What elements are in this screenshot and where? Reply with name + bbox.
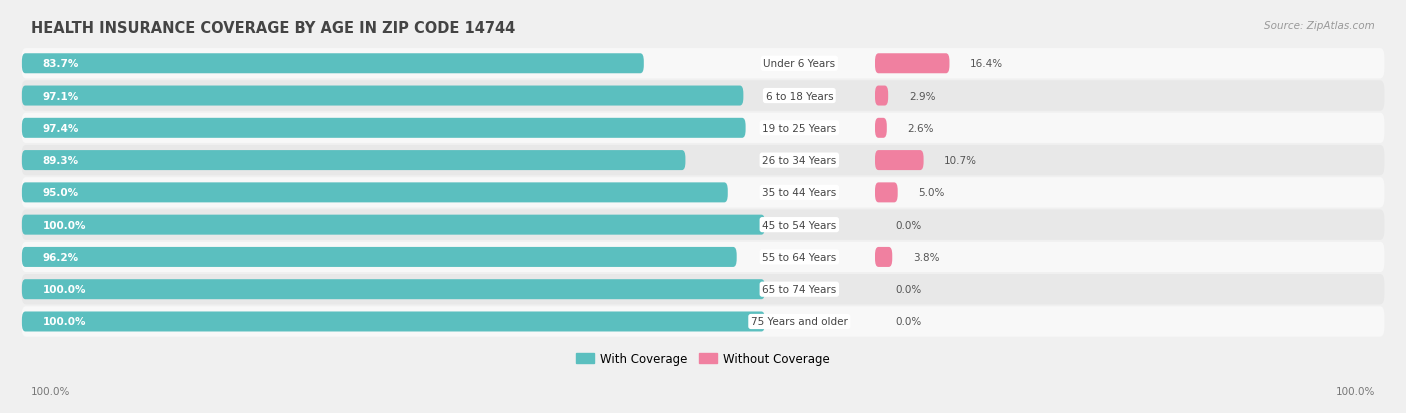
FancyBboxPatch shape <box>875 119 887 138</box>
Text: 55 to 64 Years: 55 to 64 Years <box>762 252 837 262</box>
FancyBboxPatch shape <box>22 119 745 138</box>
FancyBboxPatch shape <box>21 274 1385 305</box>
Text: HEALTH INSURANCE COVERAGE BY AGE IN ZIP CODE 14744: HEALTH INSURANCE COVERAGE BY AGE IN ZIP … <box>31 21 515 36</box>
Text: 45 to 54 Years: 45 to 54 Years <box>762 220 837 230</box>
FancyBboxPatch shape <box>21 242 1385 273</box>
Text: 100.0%: 100.0% <box>1336 387 1375 396</box>
FancyBboxPatch shape <box>22 312 765 332</box>
FancyBboxPatch shape <box>22 86 744 106</box>
Text: 0.0%: 0.0% <box>896 220 922 230</box>
FancyBboxPatch shape <box>21 49 1385 79</box>
Text: 5.0%: 5.0% <box>918 188 945 198</box>
Text: 75 Years and older: 75 Years and older <box>751 317 848 327</box>
Text: 100.0%: 100.0% <box>31 387 70 396</box>
Text: 97.1%: 97.1% <box>42 91 79 101</box>
Text: Under 6 Years: Under 6 Years <box>763 59 835 69</box>
Text: Source: ZipAtlas.com: Source: ZipAtlas.com <box>1264 21 1375 31</box>
Text: 100.0%: 100.0% <box>42 220 86 230</box>
Text: 2.9%: 2.9% <box>908 91 935 101</box>
Text: 35 to 44 Years: 35 to 44 Years <box>762 188 837 198</box>
Text: 65 to 74 Years: 65 to 74 Years <box>762 285 837 294</box>
FancyBboxPatch shape <box>21 178 1385 208</box>
FancyBboxPatch shape <box>875 247 893 267</box>
Text: 0.0%: 0.0% <box>896 317 922 327</box>
FancyBboxPatch shape <box>22 183 728 203</box>
FancyBboxPatch shape <box>22 151 685 171</box>
FancyBboxPatch shape <box>21 114 1385 144</box>
Text: 0.0%: 0.0% <box>896 285 922 294</box>
Text: 16.4%: 16.4% <box>970 59 1004 69</box>
Text: 6 to 18 Years: 6 to 18 Years <box>765 91 834 101</box>
Text: 3.8%: 3.8% <box>912 252 939 262</box>
Text: 89.3%: 89.3% <box>42 156 79 166</box>
Text: 19 to 25 Years: 19 to 25 Years <box>762 123 837 133</box>
FancyBboxPatch shape <box>21 145 1385 176</box>
FancyBboxPatch shape <box>21 210 1385 240</box>
FancyBboxPatch shape <box>875 151 924 171</box>
Text: 83.7%: 83.7% <box>42 59 79 69</box>
Text: 10.7%: 10.7% <box>945 156 977 166</box>
FancyBboxPatch shape <box>22 280 765 299</box>
Text: 95.0%: 95.0% <box>42 188 79 198</box>
Text: 2.6%: 2.6% <box>907 123 934 133</box>
Text: 100.0%: 100.0% <box>42 285 86 294</box>
FancyBboxPatch shape <box>21 81 1385 112</box>
FancyBboxPatch shape <box>22 247 737 267</box>
FancyBboxPatch shape <box>22 215 765 235</box>
Text: 100.0%: 100.0% <box>42 317 86 327</box>
Text: 96.2%: 96.2% <box>42 252 79 262</box>
Text: 26 to 34 Years: 26 to 34 Years <box>762 156 837 166</box>
FancyBboxPatch shape <box>875 183 897 203</box>
Legend: With Coverage, Without Coverage: With Coverage, Without Coverage <box>572 347 834 370</box>
Text: 97.4%: 97.4% <box>42 123 79 133</box>
FancyBboxPatch shape <box>875 54 949 74</box>
FancyBboxPatch shape <box>22 54 644 74</box>
FancyBboxPatch shape <box>21 306 1385 337</box>
FancyBboxPatch shape <box>875 86 889 106</box>
